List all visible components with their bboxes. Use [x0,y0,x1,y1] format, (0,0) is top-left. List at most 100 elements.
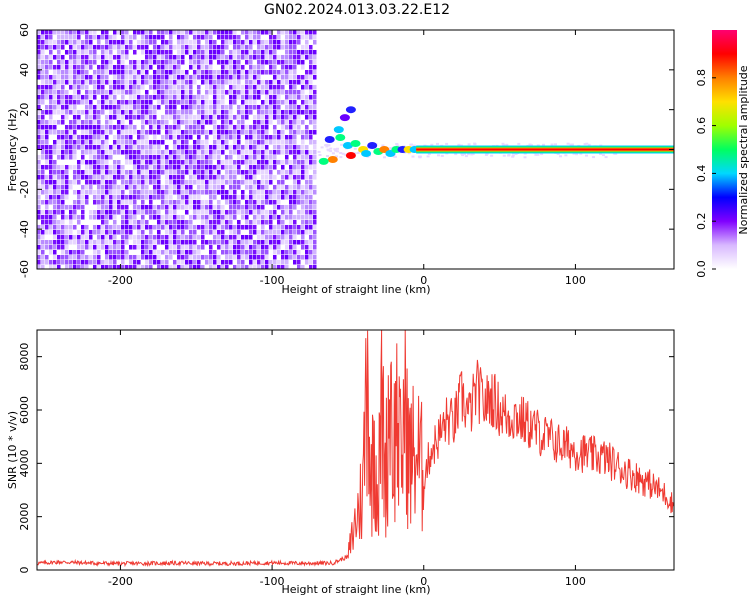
heatmap-cell [209,260,213,265]
heatmap-cell [305,210,309,215]
heatmap-cell [37,145,41,150]
heatmap-cell [169,40,173,45]
heatmap-cell [217,180,221,185]
heatmap-cell [169,200,173,205]
heatmap-cell [169,95,173,100]
heatmap-cell [261,55,265,60]
heatmap-cell [57,230,61,235]
heatmap-cell [85,240,89,245]
heatmap-cell [177,225,181,230]
heatmap-cell [133,65,137,70]
y-tick-label: 2000 [18,503,31,531]
heatmap-cell [41,210,45,215]
heatmap-cell [253,240,257,245]
heatmap-cell [301,170,305,175]
heatmap-cell [205,90,209,95]
heatmap-cell [57,195,61,200]
heatmap-cell [237,70,241,75]
heatmap-cell [289,250,293,255]
heatmap-cell [85,125,89,130]
heatmap-cell [65,245,69,250]
heatmap-cell [225,140,229,145]
heatmap-cell [285,265,289,270]
heatmap-cell [277,110,281,115]
heatmap-cell [273,115,277,120]
heatmap-cell [301,185,305,190]
heatmap-cell [265,235,269,240]
heatmap-cell [201,45,205,50]
heatmap-cell [165,245,169,250]
heatmap-cell [181,60,185,65]
heatmap-cell [37,65,41,70]
heatmap-cell [217,50,221,55]
heatmap-cell [169,195,173,200]
heatmap-cell [97,235,101,240]
heatmap-cell [69,250,73,255]
heatmap-cell [77,110,81,115]
heatmap-cell [129,215,133,220]
heatmap-cell [185,110,189,115]
heatmap-cell [277,195,281,200]
heatmap-cell [193,105,197,110]
heatmap-cell [129,70,133,75]
heatmap-cell [65,170,69,175]
heatmap-cell [145,240,149,245]
heatmap-cell [217,140,221,145]
heatmap-cell [293,90,297,95]
heatmap-cell [73,45,77,50]
heatmap-cell [253,140,257,145]
heatmap-cell [149,170,153,175]
signal-blob [318,157,329,165]
heatmap-cell [133,100,137,105]
heatmap-cell [173,75,177,80]
heatmap-cell [141,110,145,115]
colorbar-label: Normalized spectral amplitude [737,65,750,234]
heatmap-cell [117,165,121,170]
heatmap-cell [217,55,221,60]
heatmap-cell [161,215,165,220]
heatmap-cell [301,150,305,155]
heatmap-cell [81,110,85,115]
heatmap-cell [205,70,209,75]
heatmap-cell [261,40,265,45]
heatmap-cell [145,60,149,65]
heatmap-cell [105,245,109,250]
heatmap-cell [177,230,181,235]
heatmap-cell [61,90,65,95]
heatmap-cell [133,90,137,95]
heatmap-cell [169,150,173,155]
heatmap-cell [221,55,225,60]
heatmap-cell [177,130,181,135]
heatmap-cell [173,55,177,60]
heatmap-cell [81,75,85,80]
heatmap-cell [313,225,317,230]
heatmap-cell [249,150,253,155]
heatmap-cell [145,210,149,215]
heatmap-cell [117,230,121,235]
heatmap-cell [121,210,125,215]
heatmap-cell [89,155,93,160]
heatmap-cell [217,165,221,170]
heatmap-cell [169,265,173,270]
heatmap-cell [225,175,229,180]
heatmap-cell [181,80,185,85]
heatmap-cell [113,210,117,215]
colorbar-tick-label: 0.8 [695,69,708,87]
heatmap-cell [193,150,197,155]
heatmap-cell [289,115,293,120]
heatmap-cell [113,30,117,35]
heatmap-cell [213,145,217,150]
heatmap-cell [45,65,49,70]
heatmap-cell [45,70,49,75]
heatmap-cell [161,95,165,100]
heatmap-cell [265,190,269,195]
heatmap-cell [113,205,117,210]
heatmap-cell [113,215,117,220]
heatmap-cell [241,250,245,255]
heatmap-cell [93,45,97,50]
heatmap-cell [205,55,209,60]
heatmap-cell [189,60,193,65]
heatmap-cell [137,135,141,140]
heatmap-cell [45,45,49,50]
heatmap-cell [109,195,113,200]
